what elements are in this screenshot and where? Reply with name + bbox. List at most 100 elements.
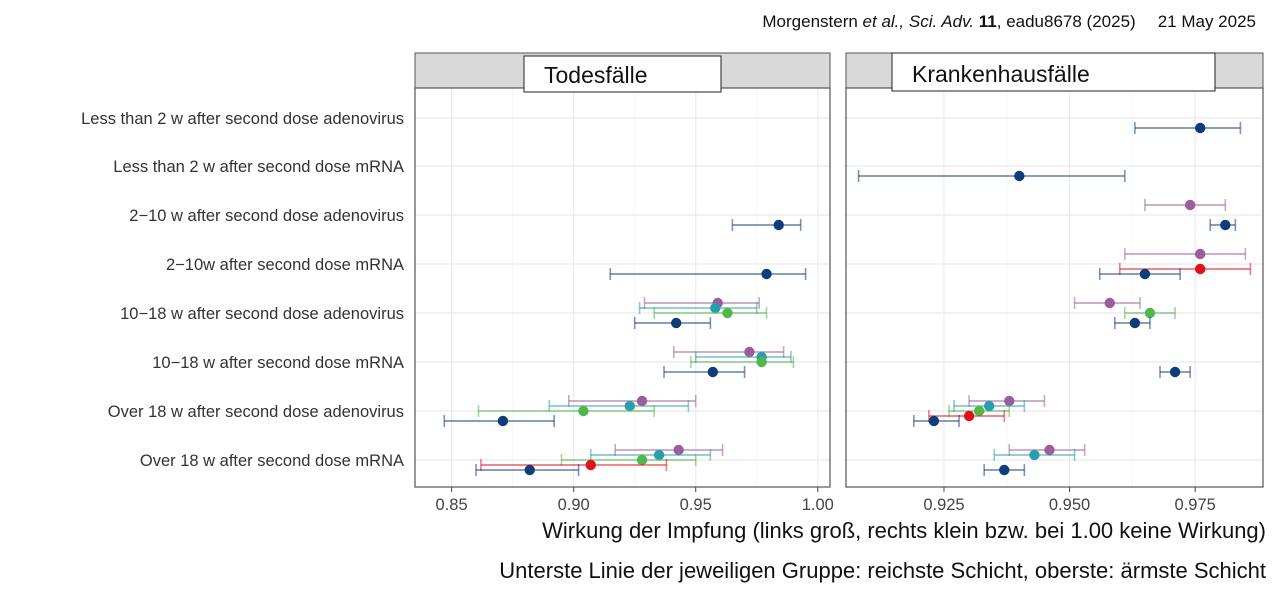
citation-journal: Sci. Adv. xyxy=(908,12,975,31)
panel-todesfaelle: Todesfälle 0.85 0.90 0.95 1.00 xyxy=(414,52,834,514)
estimate-marker xyxy=(1119,263,1252,275)
caption-line-2: Unterste Linie der jeweiligen Gruppe: re… xyxy=(499,558,1266,583)
estimate-marker xyxy=(983,464,1026,476)
estimate-point xyxy=(1139,268,1151,280)
citation-line: Morgenstern et al., Sci. Adv. 11, eadu86… xyxy=(762,12,1256,32)
x-tick-label: 0.85 xyxy=(436,496,468,514)
estimate-marker xyxy=(609,268,807,280)
panel-plot-area xyxy=(846,88,1263,487)
panel-title-box xyxy=(891,52,1216,92)
row-label: 10−18 w after second dose adenovirus xyxy=(120,305,404,323)
estimate-marker xyxy=(913,415,960,427)
estimate-point xyxy=(1220,219,1231,231)
estimate-point xyxy=(756,356,767,368)
citation-etal: et al., xyxy=(857,12,909,31)
panel-title: Todesfälle xyxy=(544,62,648,88)
estimate-point xyxy=(1194,263,1206,275)
estimate-point xyxy=(671,317,682,329)
row-label: Less than 2 w after second dose adenovir… xyxy=(81,110,404,128)
estimate-point xyxy=(1129,317,1141,329)
estimate-marker xyxy=(1144,199,1227,211)
estimate-marker xyxy=(1159,366,1191,378)
panel-plot-area xyxy=(415,88,830,487)
estimate-point xyxy=(653,449,665,461)
estimate-point xyxy=(928,415,940,427)
panel-krankenhausfaelle: Krankenhausfälle 0.925 0.950 0.975 xyxy=(845,52,1264,514)
estimate-marker xyxy=(1134,122,1242,134)
row-labels: Less than 2 w after second dose adenovir… xyxy=(81,110,404,470)
estimate-marker xyxy=(1098,268,1181,280)
estimate-point xyxy=(999,464,1010,476)
estimate-point xyxy=(524,464,535,476)
x-tick-label: 0.925 xyxy=(923,496,964,514)
row-label: 2−10w after second dose mRNA xyxy=(166,256,404,274)
estimate-marker xyxy=(993,449,1076,461)
row-label: 2−10 w after second dose adenovirus xyxy=(129,207,404,225)
estimate-point xyxy=(707,366,719,378)
row-label: Less than 2 w after second dose mRNA xyxy=(113,158,404,176)
estimate-marker xyxy=(638,302,758,314)
estimate-point xyxy=(624,400,636,412)
citation-article: , eadu8678 (2025) xyxy=(996,12,1136,31)
estimate-marker xyxy=(443,415,555,427)
x-tick-label: 0.950 xyxy=(1049,496,1090,514)
row-label: 10−18 w after second dose mRNA xyxy=(152,354,404,372)
estimate-marker xyxy=(1073,297,1141,309)
estimate-marker xyxy=(480,459,668,471)
x-tick-label: 0.95 xyxy=(680,496,712,514)
estimate-marker xyxy=(948,405,1011,417)
estimate-point xyxy=(578,405,589,417)
estimate-marker xyxy=(663,366,746,378)
citation-date: 21 May 2025 xyxy=(1157,12,1256,31)
estimate-marker xyxy=(690,356,795,368)
estimate-point xyxy=(636,454,648,466)
forest-plot-chart: Less than 2 w after second dose adenovir… xyxy=(81,52,1264,514)
estimate-marker xyxy=(968,395,1046,407)
estimate-point xyxy=(983,400,995,412)
estimate-point xyxy=(722,307,733,319)
x-tick-label: 1.00 xyxy=(802,496,834,514)
estimate-point xyxy=(963,410,975,422)
estimate-point xyxy=(744,346,755,358)
estimate-point xyxy=(1004,395,1015,407)
estimate-point xyxy=(497,415,509,427)
estimate-point xyxy=(1029,449,1040,461)
estimate-point xyxy=(1184,199,1196,211)
estimate-marker xyxy=(475,464,580,476)
estimate-marker xyxy=(633,317,712,329)
estimate-point xyxy=(773,219,784,231)
estimate-point xyxy=(1144,307,1156,319)
estimate-point xyxy=(1194,248,1206,260)
estimate-point xyxy=(585,459,596,471)
estimate-marker xyxy=(953,400,1026,412)
estimate-point xyxy=(1044,444,1055,456)
estimate-marker xyxy=(1124,307,1176,319)
estimate-point xyxy=(710,302,721,314)
estimate-point xyxy=(973,405,985,417)
x-tick-label: 0.90 xyxy=(558,496,590,514)
estimate-marker xyxy=(731,219,802,231)
row-label: Over 18 w after second dose mRNA xyxy=(140,452,404,470)
estimate-marker xyxy=(672,346,785,358)
panel-title-box xyxy=(523,55,722,93)
citation-authors: Morgenstern xyxy=(762,12,858,31)
estimate-marker xyxy=(1113,317,1151,329)
estimate-marker xyxy=(477,405,656,417)
estimate-point xyxy=(636,395,648,407)
estimate-point xyxy=(1104,297,1115,309)
panel-title: Krankenhausfälle xyxy=(912,61,1090,87)
estimate-marker xyxy=(653,307,768,319)
x-tick-label: 0.975 xyxy=(1175,496,1216,514)
estimate-marker xyxy=(560,454,697,466)
estimate-point xyxy=(761,268,772,280)
estimate-point xyxy=(1014,170,1025,182)
estimate-marker xyxy=(1008,444,1086,456)
estimate-point xyxy=(673,444,684,456)
estimate-point xyxy=(1169,366,1181,378)
estimate-marker xyxy=(1209,219,1237,231)
estimate-marker xyxy=(1124,248,1247,260)
estimate-marker xyxy=(857,170,1126,182)
caption-line-1: Wirkung der Impfung (links groß, rechts … xyxy=(542,518,1266,543)
estimate-point xyxy=(1194,122,1206,134)
citation-volume: 11 xyxy=(974,12,997,31)
